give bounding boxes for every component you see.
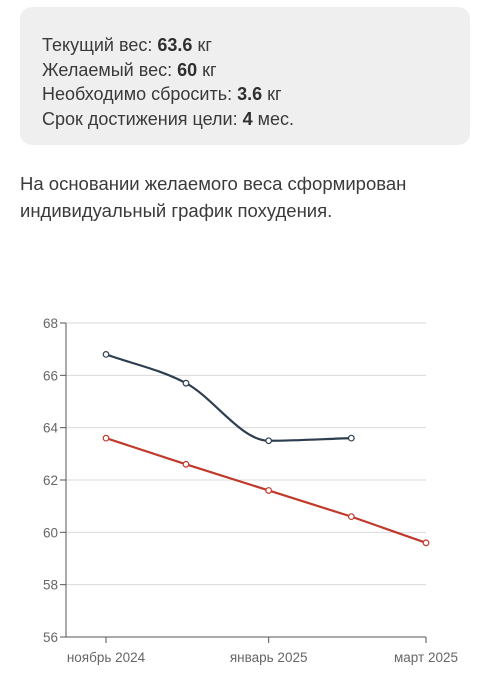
weight-loss-chart-svg: 56 58 60 62 64 66 68 ноябрь 2024 январь 2025 март… <box>43 316 458 665</box>
planned-weight-point <box>182 460 190 468</box>
planned-weight-point <box>347 513 355 521</box>
x-tick-label: январь 2025 <box>230 650 308 665</box>
target-weight-label: Желаемый вес: <box>42 59 173 80</box>
planned-weight-point <box>265 487 273 494</box>
current-weight-unit: кг <box>197 35 212 55</box>
current-weight-label: Текущий вес: <box>42 35 153 55</box>
actual-weight-point <box>347 434 355 442</box>
weight-to-lose-row: Необходимо сбросить: 3.6 кг <box>42 82 470 107</box>
plan-description: На основании желаемого веса сформирован … <box>20 173 407 221</box>
y-tick-label: 56 <box>43 630 58 645</box>
current-weight-value: 63.6 <box>157 35 193 55</box>
y-tick-label: 60 <box>43 525 58 540</box>
weight-to-lose-value: 3.6 <box>237 84 263 104</box>
weight-loss-chart: 56 58 60 62 64 66 68 ноябрь 2024 январь 2025 март… <box>0 300 491 680</box>
goal-duration-label: Срок достижения цели: <box>42 108 238 129</box>
actual-weight-point <box>102 351 110 358</box>
target-weight-unit: кг <box>202 59 217 80</box>
x-tick-label: ноябрь 2024 <box>67 650 146 665</box>
actual-weight-point <box>182 379 190 387</box>
weight-summary-card: Текущий вес: 63.6 кг Желаемый вес: 60 кг… <box>20 7 470 145</box>
goal-duration-unit: мес. <box>257 108 295 129</box>
planned-weight-point <box>422 539 430 547</box>
x-tick-label: март 2025 <box>394 650 458 665</box>
y-tick-label: 58 <box>43 578 58 593</box>
actual-weight-line <box>105 353 352 442</box>
weight-to-lose-unit: кг <box>267 84 282 104</box>
target-weight-row: Желаемый вес: 60 кг <box>42 58 470 83</box>
planned-weight-point <box>102 434 110 442</box>
actual-weight-point <box>265 437 273 445</box>
target-weight-value: 60 <box>177 59 198 80</box>
weight-to-lose-label: Необходимо сбросить: <box>42 84 233 104</box>
y-tick-label: 66 <box>43 368 58 383</box>
current-weight-row: Текущий вес: 63.6 кг <box>42 33 470 58</box>
y-tick-label: 68 <box>43 316 58 331</box>
y-tick-label: 62 <box>43 473 58 488</box>
goal-duration-value: 4 <box>242 108 253 129</box>
goal-duration-row: Срок достижения цели: 4 мес. <box>42 107 470 132</box>
y-tick-label: 64 <box>43 421 59 436</box>
